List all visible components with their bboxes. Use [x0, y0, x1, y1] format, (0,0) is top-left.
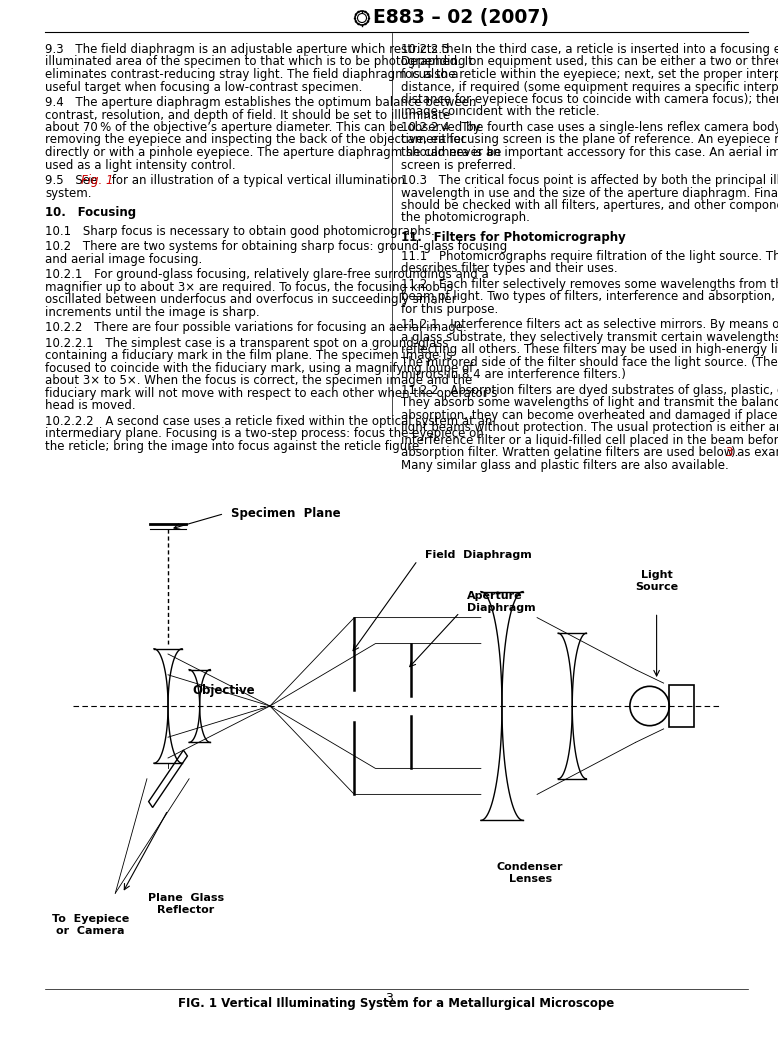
- Text: beam of light. Two types of filters, interference and absorption, can be used: beam of light. Two types of filters, int…: [401, 290, 778, 303]
- Text: 10.2.2.3 In the third case, a reticle is inserted into a focusing eyepiece.: 10.2.2.3 In the third case, a reticle is…: [401, 43, 778, 56]
- Text: Light
Source: Light Source: [635, 570, 678, 591]
- Text: Objective: Objective: [193, 684, 255, 696]
- Text: about 3× to 5×. When the focus is correct, the specimen image and the: about 3× to 5×. When the focus is correc…: [45, 375, 472, 387]
- Text: 9.3 The field diaphragm is an adjustable aperture which restricts the: 9.3 The field diaphragm is an adjustable…: [45, 43, 461, 56]
- Text: focused to coincide with the fiduciary mark, using a magnifying loupe of: focused to coincide with the fiduciary m…: [45, 362, 473, 375]
- Text: 10. Focusing: 10. Focusing: [45, 206, 136, 219]
- Text: absorption, they can become overheated and damaged if placed in high-energy: absorption, they can become overheated a…: [401, 409, 778, 422]
- Text: useful target when focusing a low-contrast specimen.: useful target when focusing a low-contra…: [45, 80, 363, 94]
- Text: head is moved.: head is moved.: [45, 400, 135, 412]
- Text: containing a fiduciary mark in the film plane. The specimen image is: containing a fiduciary mark in the film …: [45, 349, 453, 362]
- Text: magnifier up to about 3× are required. To focus, the focusing knob is: magnifier up to about 3× are required. T…: [45, 281, 453, 294]
- Text: removing the eyepiece and inspecting the back of the objective, either: removing the eyepiece and inspecting the…: [45, 133, 466, 147]
- Text: Aperture
Diaphragm: Aperture Diaphragm: [467, 591, 535, 613]
- Text: 10.1 Sharp focus is necessary to obtain good photomicrographs.: 10.1 Sharp focus is necessary to obtain …: [45, 225, 435, 237]
- Text: Plane  Glass
Reflector: Plane Glass Reflector: [148, 893, 223, 915]
- Text: 11.2.2 Absorption filters are dyed substrates of glass, plastic, or gelatine.: 11.2.2 Absorption filters are dyed subst…: [401, 384, 778, 397]
- Text: should be checked with all filters, apertures, and other components set for: should be checked with all filters, aper…: [401, 199, 778, 212]
- Text: distance, if required (some equipment requires a specific interpupiliary: distance, if required (some equipment re…: [401, 80, 778, 94]
- Text: Specimen  Plane: Specimen Plane: [231, 507, 341, 520]
- Text: mirrors in 8.4 are interference filters.): mirrors in 8.4 are interference filters.…: [401, 369, 626, 381]
- Text: camera focusing screen is the plane of reference. An eyepiece magnifier for: camera focusing screen is the plane of r…: [401, 133, 778, 147]
- Text: They absorb some wavelengths of light and transmit the balance. Through their: They absorb some wavelengths of light an…: [401, 397, 778, 409]
- Text: light beams without protection. The usual protection is either an: light beams without protection. The usua…: [401, 422, 778, 434]
- Text: 11.2 Each filter selectively removes some wavelengths from the transmitted: 11.2 Each filter selectively removes som…: [401, 278, 778, 290]
- Text: 9.4 The aperture diaphragm establishes the optimum balance between: 9.4 The aperture diaphragm establishes t…: [45, 96, 476, 109]
- Text: To  Eyepiece
or  Camera: To Eyepiece or Camera: [52, 914, 129, 936]
- Text: the photomicrograph.: the photomicrograph.: [401, 211, 530, 225]
- Text: wavelength in use and the size of the aperture diaphragm. Final focusing: wavelength in use and the size of the ap…: [401, 186, 778, 200]
- Text: 3: 3: [385, 992, 393, 1006]
- Text: 11.1 Photomicrographs require filtration of the light source. This section: 11.1 Photomicrographs require filtration…: [401, 250, 778, 262]
- Text: fiduciary mark will not move with respect to each other when the operator’s: fiduciary mark will not move with respec…: [45, 387, 497, 400]
- Text: eliminates contrast-reducing stray light. The field diaphragm is also a: eliminates contrast-reducing stray light…: [45, 68, 458, 81]
- Text: 10.2 There are two systems for obtaining sharp focus: ground-glass focusing: 10.2 There are two systems for obtaining…: [45, 240, 507, 253]
- Text: ).: ).: [730, 447, 738, 459]
- Text: oscillated between underfocus and overfocus in succeedingly smaller: oscillated between underfocus and overfo…: [45, 294, 457, 306]
- Text: increments until the image is sharp.: increments until the image is sharp.: [45, 306, 260, 319]
- Text: contrast, resolution, and depth of field. It should be set to illuminate: contrast, resolution, and depth of field…: [45, 108, 450, 122]
- Text: a glass substrate, they selectively transmit certain wavelengths while: a glass substrate, they selectively tran…: [401, 331, 778, 344]
- Text: absorption filter. Wratten gelatine filters are used below as examples (: absorption filter. Wratten gelatine filt…: [401, 447, 778, 459]
- Text: 3: 3: [725, 447, 733, 459]
- Text: 9.5 See: 9.5 See: [45, 174, 101, 187]
- Text: Depending on equipment used, this can be either a two or three-step process:: Depending on equipment used, this can be…: [401, 55, 778, 69]
- Text: reflecting all others. These filters may be used in high-energy light beams.: reflecting all others. These filters may…: [401, 344, 778, 356]
- Text: E883 – 02 (2007): E883 – 02 (2007): [373, 8, 549, 27]
- Text: Fig. 1: Fig. 1: [81, 174, 114, 187]
- Text: directly or with a pinhole eyepiece. The aperture diaphragm should never be: directly or with a pinhole eyepiece. The…: [45, 146, 501, 159]
- Bar: [669, 685, 694, 727]
- Text: the reticle; bring the image into focus against the reticle figure.: the reticle; bring the image into focus …: [45, 439, 423, 453]
- Text: 10.2.2.4 The fourth case uses a single-lens reflex camera body, where the: 10.2.2.4 The fourth case uses a single-l…: [401, 121, 778, 134]
- Text: Many similar glass and plastic filters are also available.: Many similar glass and plastic filters a…: [401, 459, 729, 472]
- Text: 10.2.1 For ground-glass focusing, relatively glare-free surroundings and a: 10.2.1 For ground-glass focusing, relati…: [45, 269, 489, 281]
- Text: 10.3 The critical focus point is affected by both the principal illumination: 10.3 The critical focus point is affecte…: [401, 174, 778, 187]
- Text: the camera is an important accessory for this case. An aerial image focusing: the camera is an important accessory for…: [401, 146, 778, 159]
- Text: illuminated area of the specimen to that which is to be photographed. It: illuminated area of the specimen to that…: [45, 55, 473, 69]
- Text: Field  Diaphragm: Field Diaphragm: [425, 551, 531, 560]
- Text: intermediary plane. Focusing is a two-step process: focus the eyepiece on: intermediary plane. Focusing is a two-st…: [45, 427, 484, 440]
- Text: 11.2.1 Interference filters act as selective mirrors. By means of coatings on: 11.2.1 Interference filters act as selec…: [401, 319, 778, 331]
- Text: 10.2.2.1 The simplest case is a transparent spot on a ground-glass: 10.2.2.1 The simplest case is a transpar…: [45, 336, 448, 350]
- Text: describes filter types and their uses.: describes filter types and their uses.: [401, 262, 618, 275]
- Text: used as a light intensity control.: used as a light intensity control.: [45, 158, 236, 172]
- Text: for this purpose.: for this purpose.: [401, 303, 498, 315]
- Text: 11. Filters for Photomicrography: 11. Filters for Photomicrography: [401, 231, 626, 244]
- Text: image coincident with the reticle.: image coincident with the reticle.: [401, 105, 600, 119]
- Text: Condenser
Lenses: Condenser Lenses: [497, 862, 563, 884]
- Text: interference filter or a liquid-filled cell placed in the beam before the: interference filter or a liquid-filled c…: [401, 434, 778, 447]
- Text: system.: system.: [45, 186, 92, 200]
- Text: 10.2.2 There are four possible variations for focusing an aerial image.: 10.2.2 There are four possible variation…: [45, 322, 467, 334]
- Text: FIG. 1 Vertical Illuminating System for a Metallurgical Microscope: FIG. 1 Vertical Illuminating System for …: [178, 997, 615, 1010]
- Text: and aerial image focusing.: and aerial image focusing.: [45, 253, 202, 265]
- Text: about 70 % of the objective’s aperture diameter. This can be observed by: about 70 % of the objective’s aperture d…: [45, 121, 481, 134]
- Text: The mirrored side of the filter should face the light source. (The hot: The mirrored side of the filter should f…: [401, 356, 778, 369]
- Text: screen is preferred.: screen is preferred.: [401, 158, 516, 172]
- Text: 10.2.2.2 A second case uses a reticle fixed within the optical system at an: 10.2.2.2 A second case uses a reticle fi…: [45, 414, 492, 428]
- Text: focus the reticle within the eyepiece; next, set the proper interpupiliary: focus the reticle within the eyepiece; n…: [401, 68, 778, 81]
- Text: for an illustration of a typical vertical illumination: for an illustration of a typical vertica…: [108, 174, 405, 187]
- Text: distance for eyepiece focus to coincide with camera focus); then focus the: distance for eyepiece focus to coincide …: [401, 93, 778, 106]
